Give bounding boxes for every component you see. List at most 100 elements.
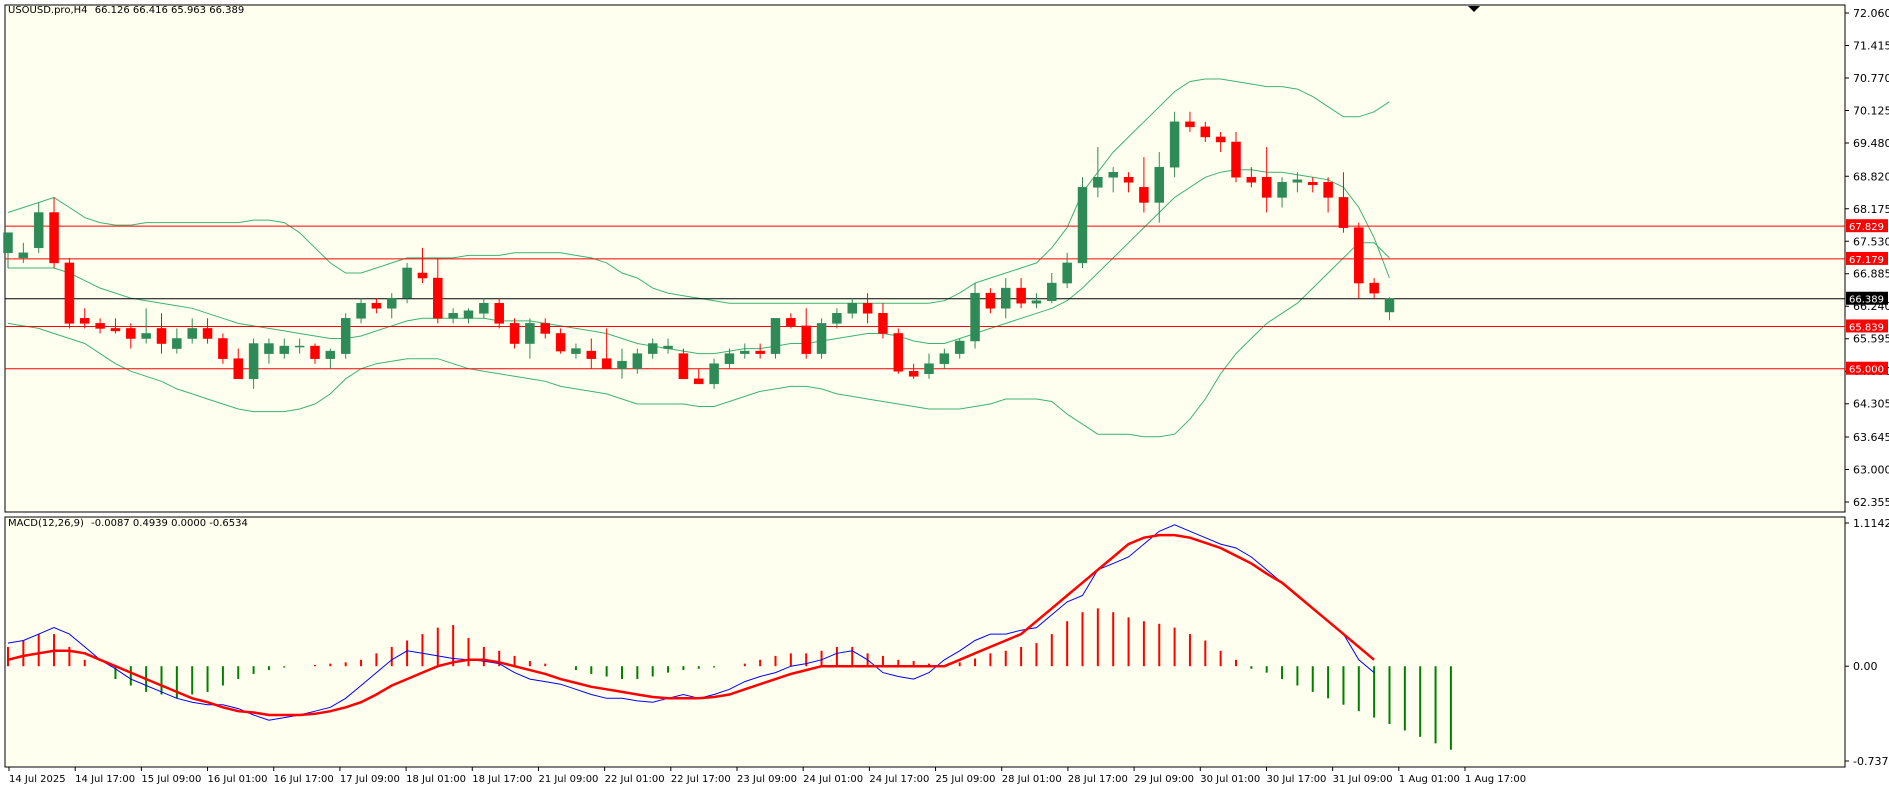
candle-body[interactable] (1093, 177, 1103, 188)
candle-body[interactable] (893, 333, 904, 372)
candle-body[interactable] (1077, 187, 1088, 264)
candle-body[interactable] (832, 313, 842, 324)
candle-body[interactable] (709, 363, 719, 385)
candle-body[interactable] (218, 338, 228, 359)
candle-body[interactable] (33, 212, 44, 249)
candle-body[interactable] (1031, 300, 1042, 304)
candle-body[interactable] (1231, 141, 1241, 178)
candle-body[interactable] (95, 323, 105, 329)
candle-body[interactable] (1384, 298, 1395, 313)
candle-body[interactable] (786, 318, 796, 327)
candle-body[interactable] (156, 328, 167, 344)
candle-body[interactable] (985, 292, 996, 309)
candle-body[interactable] (632, 353, 643, 369)
candle-body[interactable] (1108, 171, 1118, 178)
candle-body[interactable] (801, 325, 811, 354)
candle-body[interactable] (740, 350, 750, 354)
candle-body[interactable] (264, 343, 274, 354)
candle-body[interactable] (617, 360, 627, 369)
candle-body[interactable] (310, 345, 320, 359)
candle-body[interactable] (1292, 179, 1303, 183)
candle-body[interactable] (601, 358, 612, 369)
candle-body[interactable] (463, 310, 474, 319)
candle-body[interactable] (1277, 182, 1287, 198)
candle-body[interactable] (509, 323, 520, 344)
candle-body[interactable] (755, 350, 765, 354)
candle-body[interactable] (1169, 121, 1180, 168)
candle-body[interactable] (1215, 136, 1226, 143)
candle-body[interactable] (387, 297, 397, 309)
candle-body[interactable] (1154, 166, 1164, 203)
candle-body[interactable] (1308, 182, 1318, 186)
candle-body[interactable] (540, 323, 550, 334)
candle-body[interactable] (954, 340, 965, 354)
candle-body[interactable] (1062, 262, 1072, 284)
candle-body[interactable] (1185, 121, 1195, 128)
candle-body[interactable] (172, 338, 182, 349)
macd-tick-label: -0.7376 (1853, 755, 1889, 768)
candle-body[interactable] (1369, 282, 1379, 294)
candle-body[interactable] (279, 345, 290, 354)
candle-body[interactable] (1246, 177, 1257, 183)
candle-body[interactable] (939, 353, 950, 364)
candle-body[interactable] (571, 348, 581, 354)
price-level-tag-label: 67.829 (1849, 222, 1884, 233)
candle-body[interactable] (647, 343, 658, 354)
candle-body[interactable] (555, 333, 566, 352)
candle-body[interactable] (1001, 287, 1011, 309)
time-tick-label: 14 Jul 2025 (9, 774, 66, 785)
candle-body[interactable] (970, 292, 980, 342)
candle-body[interactable] (1200, 126, 1211, 138)
candle-body[interactable] (1139, 187, 1149, 203)
candle-body[interactable] (233, 358, 243, 380)
candle-body[interactable] (1354, 227, 1364, 284)
candle-body[interactable] (3, 232, 13, 254)
candle-body[interactable] (126, 328, 136, 339)
candle-body[interactable] (1123, 177, 1134, 183)
candle-body[interactable] (417, 272, 428, 279)
candle-body[interactable] (525, 323, 535, 344)
macd-pane[interactable] (4, 516, 1846, 768)
candle-body[interactable] (924, 363, 934, 375)
candle-body[interactable] (1323, 182, 1333, 198)
candle-body[interactable] (862, 302, 873, 314)
price-level-tag (1846, 219, 1888, 233)
candle-body[interactable] (908, 370, 919, 377)
candle-body[interactable] (202, 328, 213, 339)
candle-body[interactable] (770, 318, 781, 354)
candle-body[interactable] (724, 353, 735, 364)
candle-body[interactable] (18, 252, 29, 259)
candle-body[interactable] (1047, 282, 1057, 301)
candle-body[interactable] (187, 328, 197, 339)
candle-body[interactable] (694, 378, 704, 385)
candle-body[interactable] (248, 343, 259, 380)
candle-body[interactable] (494, 302, 504, 324)
candle-body[interactable] (847, 302, 857, 314)
candle-body[interactable] (816, 323, 827, 354)
candle-body[interactable] (479, 302, 489, 314)
candle-body[interactable] (80, 318, 90, 324)
candle-body[interactable] (49, 212, 59, 264)
candle-body[interactable] (448, 313, 458, 319)
candle-body[interactable] (878, 313, 888, 334)
candle-body[interactable] (294, 345, 305, 348)
candle-body[interactable] (64, 262, 75, 324)
candle-body[interactable] (141, 333, 151, 339)
candle-body[interactable] (110, 328, 121, 332)
candle-body[interactable] (1338, 197, 1349, 228)
candle-body[interactable] (340, 318, 351, 354)
candle-body[interactable] (1016, 287, 1026, 304)
candle-body[interactable] (402, 267, 412, 299)
candle-body[interactable] (586, 350, 597, 359)
candle-body[interactable] (356, 302, 366, 319)
candle-body[interactable] (678, 353, 689, 380)
candle-body[interactable] (663, 345, 673, 349)
candle-body[interactable] (433, 277, 443, 319)
candle-body[interactable] (371, 302, 382, 309)
price-level-tag-label: 67.179 (1849, 255, 1884, 266)
chart-shift-marker[interactable] (1468, 6, 1480, 12)
candle-body[interactable] (1261, 177, 1272, 198)
candle-body[interactable] (325, 350, 336, 359)
